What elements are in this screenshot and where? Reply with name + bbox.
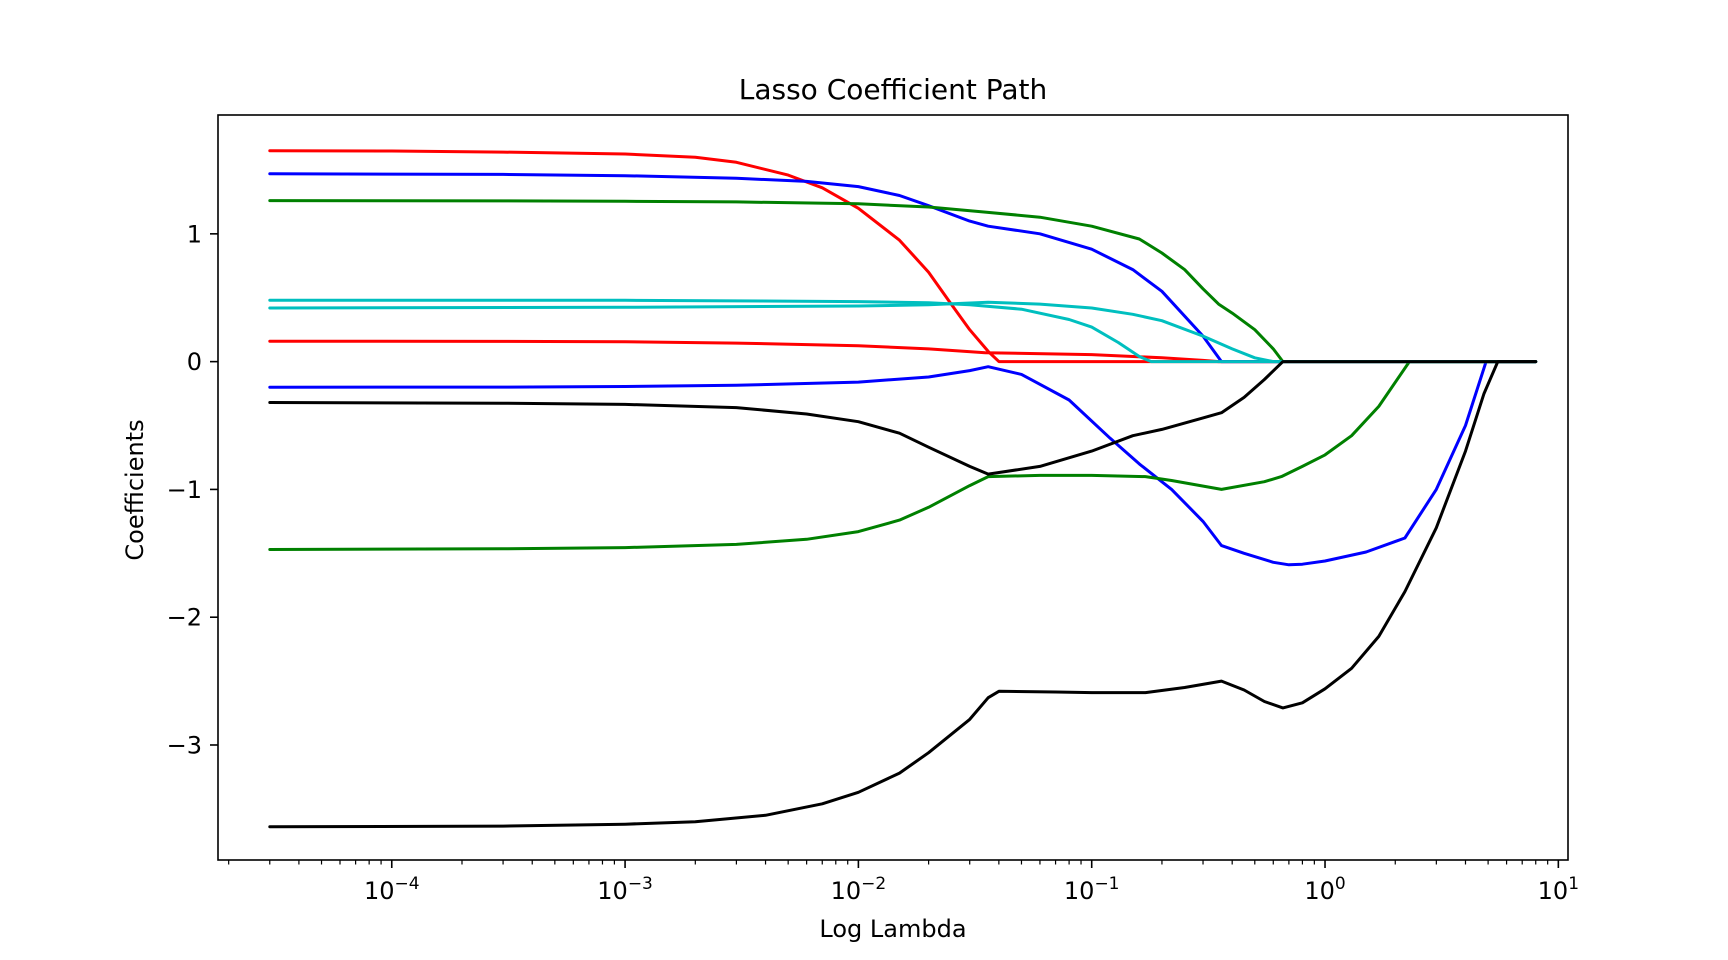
x-tick-label: 10−3 bbox=[597, 874, 653, 905]
y-tick-label: −3 bbox=[167, 731, 202, 759]
x-tick-label: 101 bbox=[1538, 874, 1579, 905]
x-tick-label: 10−2 bbox=[831, 874, 887, 905]
y-axis-label: Coefficients bbox=[121, 419, 149, 560]
coefficient-path-8 bbox=[268, 300, 1538, 364]
chart-title: Lasso Coefficient Path bbox=[739, 73, 1047, 106]
coefficient-path-6 bbox=[268, 360, 1538, 551]
coefficient-path-9 bbox=[268, 360, 1538, 476]
coefficient-path-4 bbox=[268, 360, 1538, 567]
x-axis-label: Log Lambda bbox=[819, 915, 966, 943]
coefficient-path-1 bbox=[268, 149, 1538, 364]
y-tick-label: −2 bbox=[167, 604, 202, 632]
coefficient-path-7 bbox=[268, 298, 1538, 364]
series-layer bbox=[268, 149, 1538, 829]
coefficient-path-5 bbox=[268, 199, 1538, 364]
y-tick-label: −1 bbox=[167, 476, 202, 504]
coefficient-path-10 bbox=[268, 360, 1538, 829]
y-tick-label: 0 bbox=[187, 348, 202, 376]
x-tick-label: 10−4 bbox=[364, 874, 420, 905]
plot-frame bbox=[217, 114, 1569, 861]
coefficient-path-3 bbox=[268, 172, 1538, 364]
x-tick-label: 100 bbox=[1304, 874, 1345, 905]
y-tick-label: 1 bbox=[187, 220, 202, 248]
x-tick-label: 10−1 bbox=[1064, 874, 1120, 905]
